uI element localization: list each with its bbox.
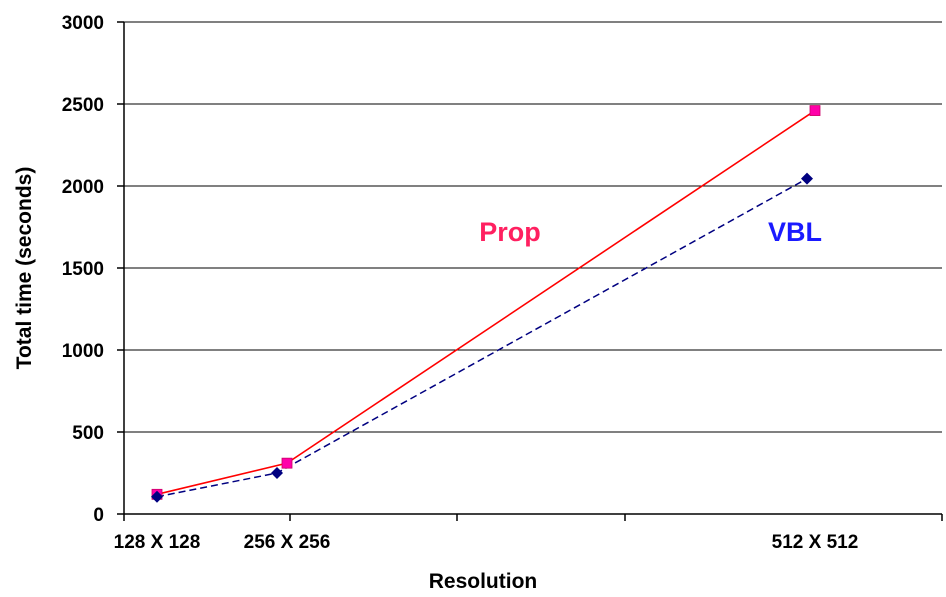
series-label-vbl: VBL	[768, 217, 822, 247]
y-tick-label: 500	[72, 423, 104, 444]
x-axis-ticks: 128 X 128 256 X 256 512 X 512	[114, 514, 943, 553]
x-tick-label: 512 X 512	[772, 532, 859, 553]
x-tick-label: 256 X 256	[244, 532, 331, 553]
x-axis-title: Resolution	[429, 570, 538, 593]
data-point-prop	[809, 105, 821, 116]
series-lines	[156, 109, 816, 498]
data-point-prop	[281, 457, 293, 469]
series-line-prop	[156, 109, 816, 496]
y-tick-label: 2500	[62, 95, 104, 116]
x-tick-label: 128 X 128	[114, 532, 201, 553]
gridlines	[124, 21, 942, 433]
y-axis-title: Total time (seconds)	[13, 167, 36, 370]
y-tick-label: 1500	[62, 259, 104, 280]
data-point-vbl	[271, 467, 283, 479]
y-axis-ticks: 0 500 1000 1500 2000 2500 3000	[62, 13, 124, 526]
series-markers	[151, 105, 821, 503]
y-tick-label: 3000	[62, 13, 104, 34]
data-point-vbl	[801, 172, 813, 185]
series-label-prop: Prop	[479, 217, 541, 247]
y-tick-label: 1000	[62, 341, 104, 362]
y-tick-label: 2000	[62, 177, 104, 198]
y-tick-label: 0	[93, 505, 104, 526]
data-point-vbl	[151, 490, 163, 503]
